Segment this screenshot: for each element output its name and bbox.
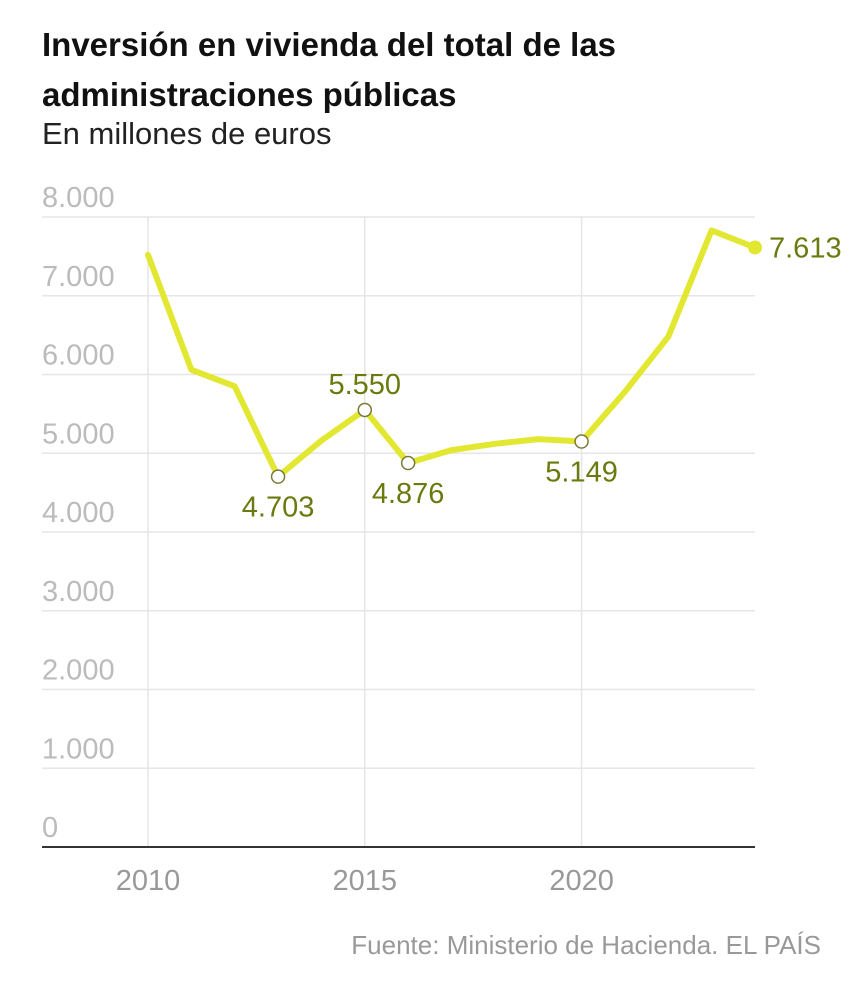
x-tick-label: 2015 <box>333 865 398 897</box>
y-tick-label: 7.000 <box>42 261 115 293</box>
x-tick-label: 2010 <box>116 865 181 897</box>
data-point-marker <box>574 434 589 449</box>
y-tick-label: 3.000 <box>42 576 115 608</box>
data-label: 4.703 <box>242 492 315 524</box>
chart-title: Inversión en vivienda del total de las a… <box>42 26 617 113</box>
grid <box>42 216 755 847</box>
y-tick-label: 6.000 <box>42 340 115 372</box>
source-note: Fuente: Ministerio de Hacienda. EL PAÍS <box>351 930 821 960</box>
x-tick-label: 2020 <box>549 865 614 897</box>
data-label: 7.613 <box>769 232 842 264</box>
data-point-marker <box>357 402 373 418</box>
data-point-marker <box>270 469 286 484</box>
markers <box>270 240 762 484</box>
data-label: 5.149 <box>545 457 618 489</box>
labels: 4.703 5.550 4.876 5.149 7.613 <box>242 232 842 523</box>
series-line <box>145 227 758 480</box>
y-tick-label: 4.000 <box>42 497 115 529</box>
data-point-marker <box>748 240 762 255</box>
data-point-marker <box>400 455 416 471</box>
axes: 0 1.000 2.000 3.000 4.000 5.000 6.000 7.000 8.00… <box>42 182 755 897</box>
series <box>145 227 758 480</box>
y-tick-label: 8.000 <box>42 182 115 214</box>
data-label: 5.550 <box>328 369 401 401</box>
data-label: 4.876 <box>372 478 445 510</box>
y-tick-label: 0 <box>42 812 58 844</box>
y-tick-label: 2.000 <box>42 655 115 687</box>
chart-subtitle: En millones de euros <box>42 116 332 151</box>
y-tick-label: 5.000 <box>42 418 115 450</box>
y-tick-label: 1.000 <box>42 733 115 765</box>
